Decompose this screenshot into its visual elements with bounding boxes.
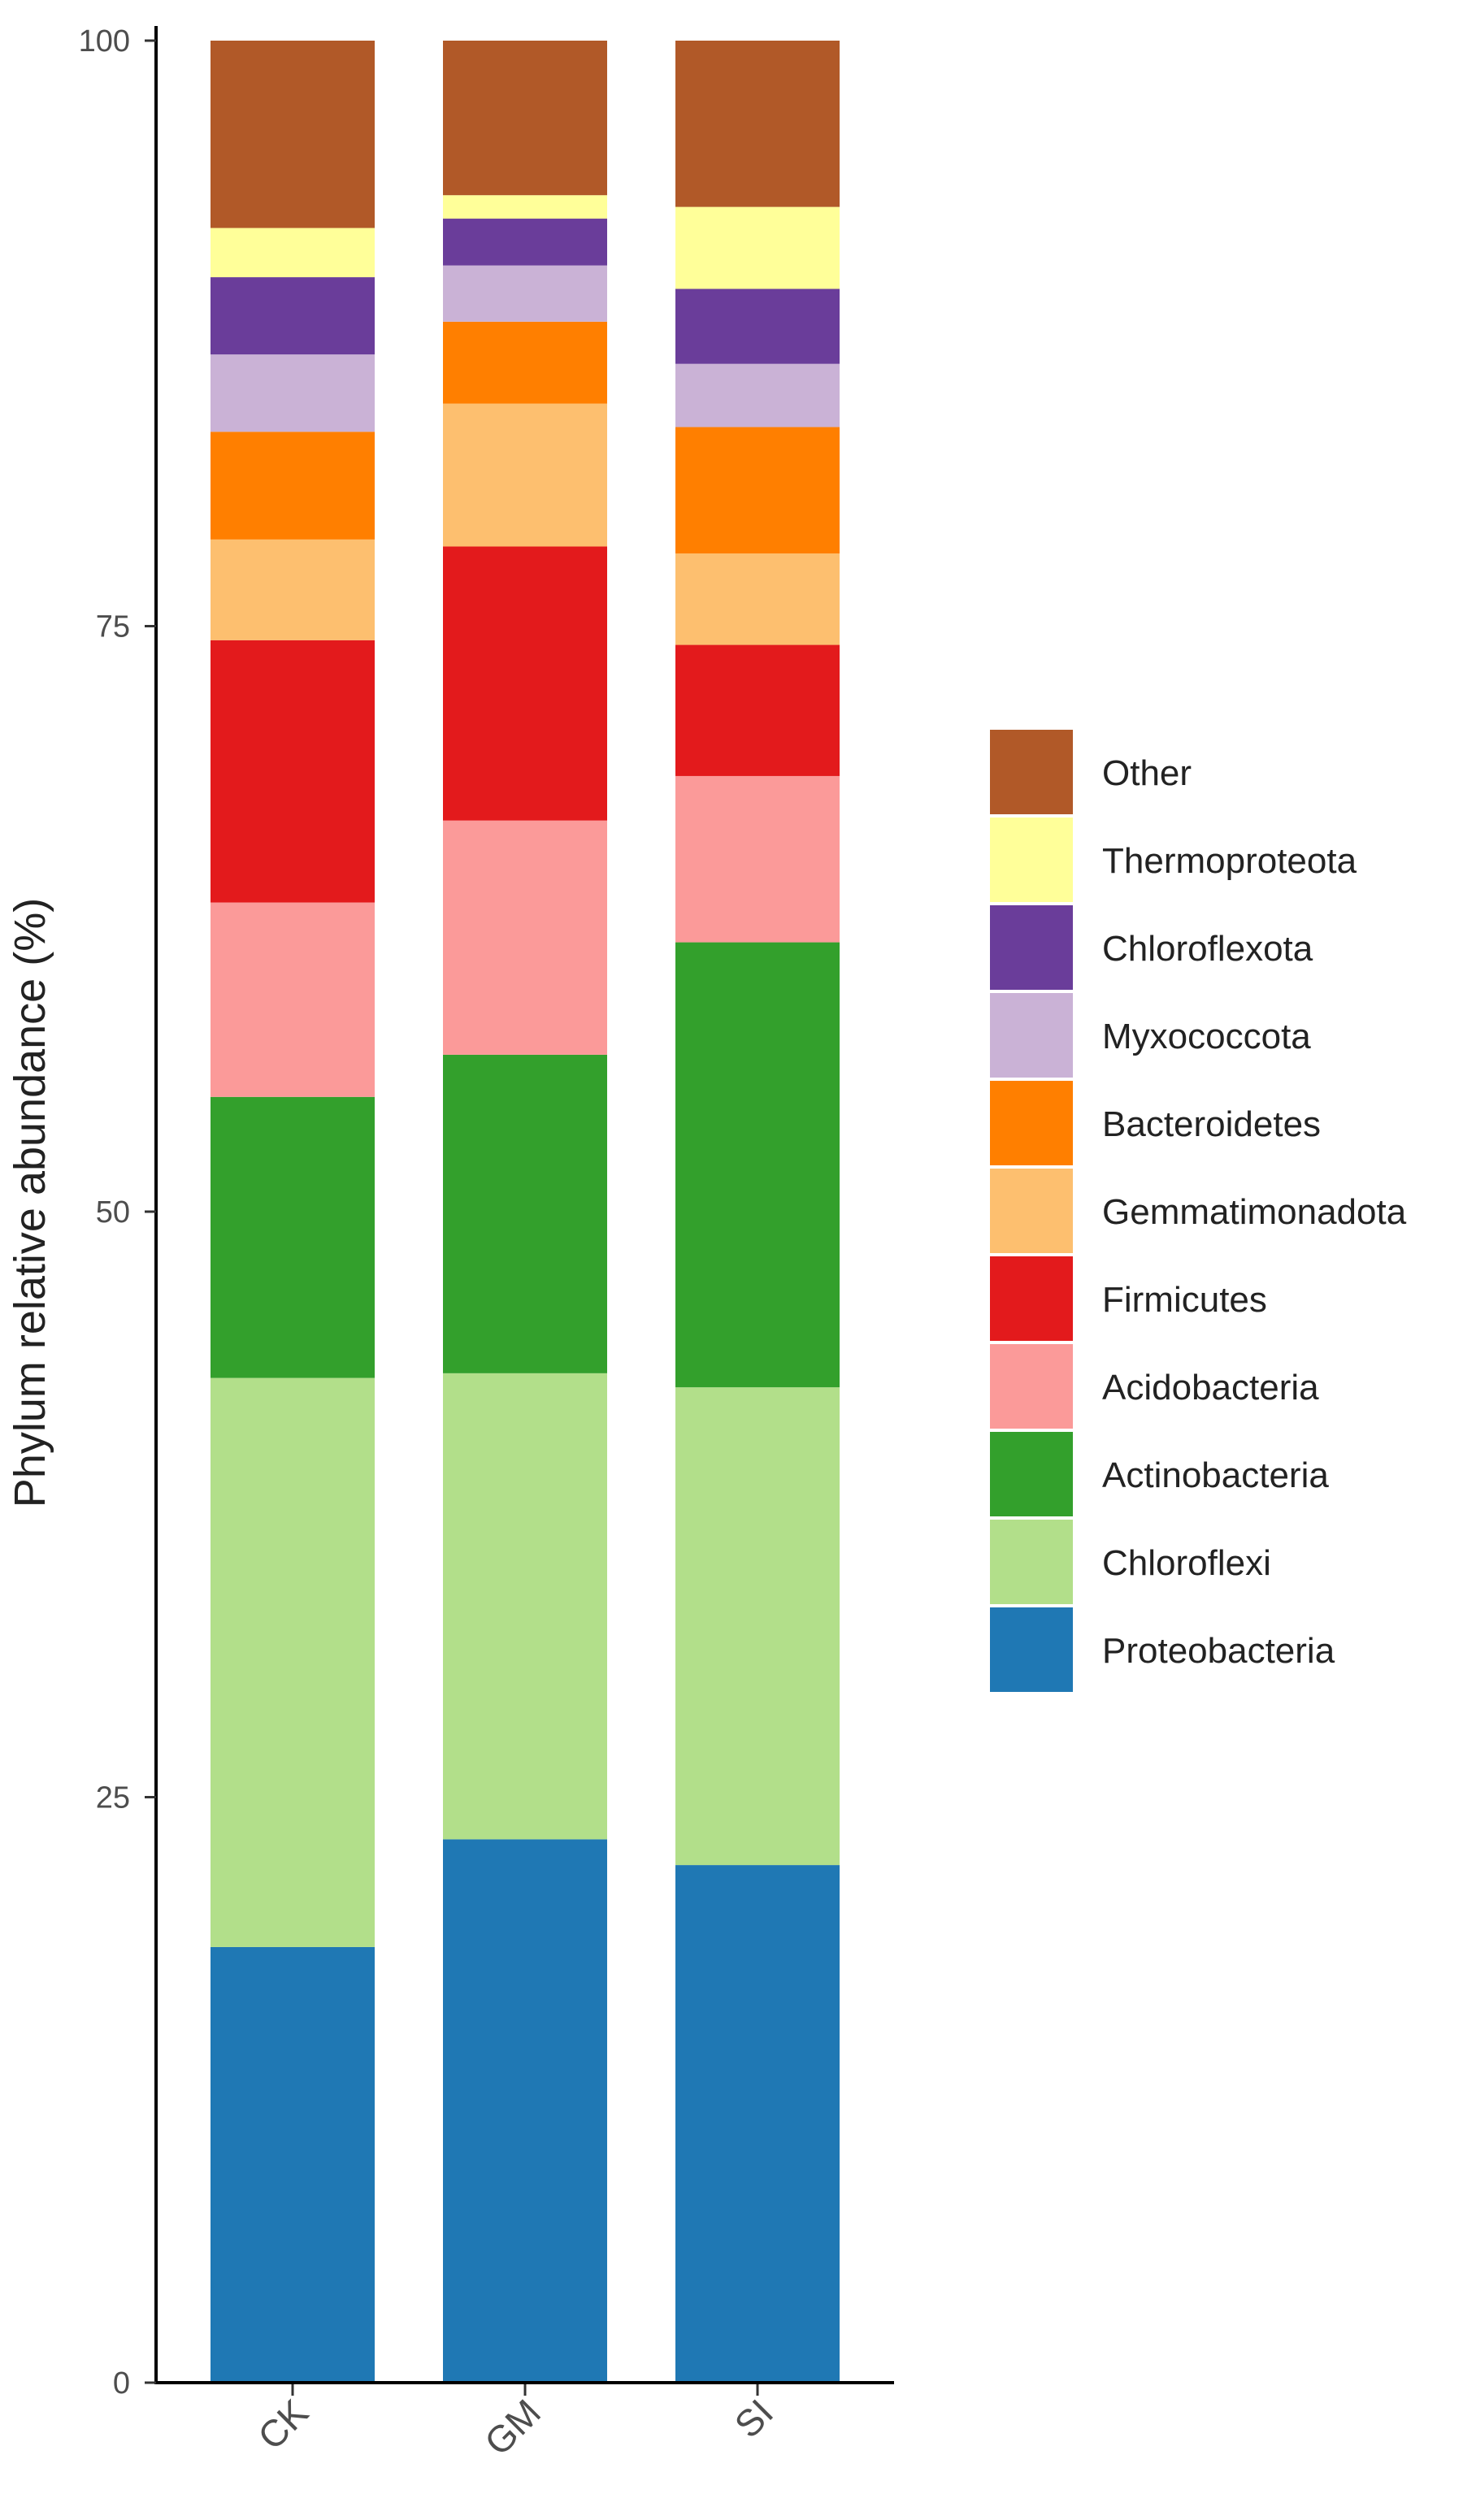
bar-segment-ck-proteobacteria — [211, 1946, 375, 2383]
bar-segment-gm-chloroflexi — [443, 1373, 607, 1840]
legend-item-firmicutes: Firmicutes — [990, 1256, 1267, 1341]
bar-segment-gm-actinobacteria — [443, 1054, 607, 1373]
x-tick-label-ck: CK — [250, 2391, 316, 2457]
legend-item-thermoproteota: Thermoproteota — [990, 818, 1357, 902]
bar-segment-gm-firmicutes — [443, 546, 607, 821]
legend-item-actinobacteria: Actinobacteria — [990, 1432, 1329, 1516]
legend-label: Proteobacteria — [1102, 1631, 1335, 1671]
legend-key — [990, 905, 1073, 990]
legend-label: Acidobacteria — [1102, 1368, 1319, 1407]
legend-label: Chloroflexota — [1102, 929, 1313, 969]
bar-segment-ck-myxococcota — [211, 354, 375, 432]
legend-label: Myxococcota — [1102, 1017, 1311, 1056]
legend-key — [990, 730, 1073, 814]
bar-segment-si-actinobacteria — [675, 942, 840, 1388]
bar-segment-si-bacteroidetes — [675, 427, 840, 554]
bar-segment-ck-firmicutes — [211, 640, 375, 903]
legend: Other Thermoproteota Chloroflexota Myxococc… — [990, 730, 1407, 1692]
axes-layer — [154, 26, 894, 2384]
legend-key — [990, 818, 1073, 902]
bar-segment-gm-thermoproteota — [443, 195, 607, 219]
bar-segment-si-gemmatimonadota — [675, 553, 840, 645]
legend-item-bacteroidetes: Bacteroidetes — [990, 1081, 1321, 1165]
legend-item-chloroflexota: Chloroflexota — [990, 905, 1313, 990]
legend-label: Bacteroidetes — [1102, 1104, 1321, 1144]
y-tick-label: 25 — [96, 1781, 130, 1815]
y-tick-label: 75 — [96, 610, 130, 644]
legend-label: Gemmatimonadota — [1102, 1192, 1407, 1232]
bar-segment-gm-other — [443, 41, 607, 196]
x-ticks-layer: CK GM SI — [250, 2384, 781, 2463]
legend-key — [990, 1344, 1073, 1429]
bar-segment-si-chloroflexi — [675, 1387, 840, 1866]
legend-key — [990, 1520, 1073, 1604]
bar-segment-si-firmicutes — [675, 644, 840, 776]
bar-segment-gm-proteobacteria — [443, 1839, 607, 2383]
bar-segment-gm-bacteroidetes — [443, 321, 607, 404]
x-tick-label-si: SI — [727, 2391, 782, 2446]
y-ticks-layer: 0 25 50 75 100 — [79, 24, 156, 2401]
bar-segment-gm-acidobacteria — [443, 820, 607, 1055]
bar-segment-ck-bacteroidetes — [211, 432, 375, 540]
bar-segment-ck-other — [211, 41, 375, 228]
bar-segment-ck-chloroflexi — [211, 1377, 375, 1947]
legend-item-chloroflexi: Chloroflexi — [990, 1520, 1271, 1604]
y-tick-label: 50 — [96, 1195, 130, 1230]
bar-segment-si-proteobacteria — [675, 1865, 840, 2383]
x-tick-label-gm: GM — [476, 2391, 549, 2463]
bar-segment-ck-actinobacteria — [211, 1096, 375, 1378]
legend-key — [990, 1169, 1073, 1253]
legend-item-gemmatimonadota: Gemmatimonadota — [990, 1169, 1407, 1253]
bar-segment-ck-gemmatimonadota — [211, 539, 375, 640]
legend-key — [990, 993, 1073, 1078]
bar-segment-si-thermoproteota — [675, 206, 840, 289]
bar-stack-ck — [211, 41, 375, 2383]
legend-item-acidobacteria: Acidobacteria — [990, 1344, 1319, 1429]
bar-segment-si-acidobacteria — [675, 775, 840, 943]
bar-segment-ck-acidobacteria — [211, 902, 375, 1097]
legend-item-myxococcota: Myxococcota — [990, 993, 1311, 1078]
bar-segment-si-myxococcota — [675, 363, 840, 427]
bar-segment-ck-chloroflexota — [211, 277, 375, 355]
bars-layer — [211, 41, 840, 2383]
bar-segment-si-chloroflexota — [675, 288, 840, 364]
legend-label: Firmicutes — [1102, 1280, 1267, 1320]
legend-key — [990, 1256, 1073, 1341]
legend-item-other: Other — [990, 730, 1192, 814]
legend-label: Chloroflexi — [1102, 1543, 1271, 1583]
bar-segment-ck-thermoproteota — [211, 228, 375, 278]
bar-segment-si-other — [675, 41, 840, 207]
legend-label: Actinobacteria — [1102, 1455, 1329, 1495]
legend-label: Thermoproteota — [1102, 841, 1357, 881]
legend-label: Other — [1102, 753, 1192, 793]
y-tick-label: 100 — [79, 24, 130, 59]
bar-segment-gm-gemmatimonadota — [443, 403, 607, 547]
bar-segment-gm-myxococcota — [443, 265, 607, 322]
bar-stack-si — [675, 41, 840, 2383]
legend-key — [990, 1607, 1073, 1692]
legend-key — [990, 1081, 1073, 1165]
legend-key — [990, 1432, 1073, 1516]
legend-item-proteobacteria: Proteobacteria — [990, 1607, 1335, 1692]
y-tick-label: 0 — [113, 2366, 130, 2401]
y-axis-title: Phylum relative abundance (%) — [6, 898, 54, 1507]
bar-stack-gm — [443, 41, 607, 2383]
bar-segment-gm-chloroflexota — [443, 219, 607, 266]
